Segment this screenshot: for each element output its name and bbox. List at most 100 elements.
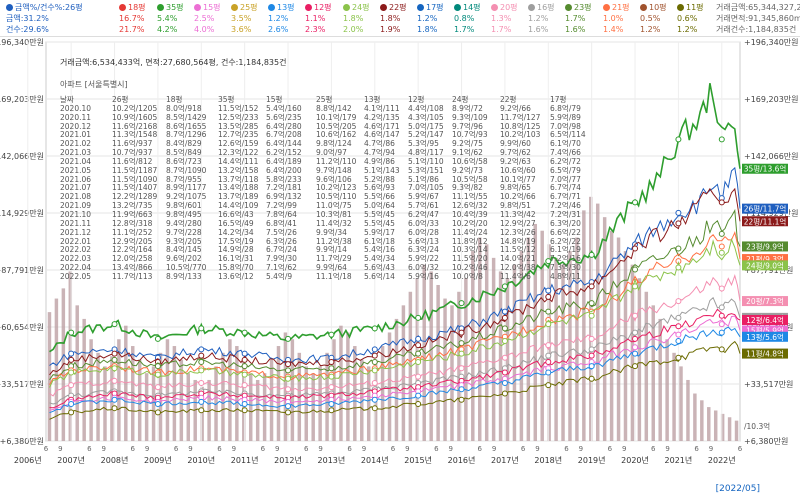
legend-item-13평[interactable]: 13평 1.2% 2.6%	[268, 2, 295, 35]
series-marker	[415, 314, 422, 321]
legend-item-21평[interactable]: 21평 1.0% 1.4%	[603, 2, 630, 35]
series-marker	[632, 335, 639, 342]
legend-item-11평[interactable]: 11평 0.6% 1.2%	[677, 2, 704, 35]
table-cell: 4.6억/171	[364, 121, 400, 131]
table-cell: 9.9억/64	[316, 263, 347, 273]
table-row: 2020.11 10.9억/1605 8.5억/1429 12.5억/233 5.6억/…	[60, 112, 590, 123]
table-cell: 18평	[166, 95, 183, 104]
legend-item-10평[interactable]: 10평 0.5% 1.2%	[640, 2, 667, 35]
series-marker	[415, 342, 422, 349]
table-cell: 10.1억/179	[316, 112, 357, 122]
table-cell: 6.7억/74	[550, 183, 581, 193]
table-cell: 7.2억/46	[550, 201, 581, 211]
table-cell: 5.4억/34	[364, 254, 395, 264]
volume-bar	[179, 359, 184, 441]
volume-bar	[283, 332, 288, 441]
series-end-label: 20평/7.3억	[746, 296, 784, 306]
table-cell: 9.6억/106	[316, 174, 352, 184]
legend-swatch	[194, 4, 201, 11]
volume-bar	[616, 237, 621, 441]
table-cell: 8.9억/1177	[166, 183, 207, 193]
series-marker	[68, 350, 75, 357]
table-cell: 7.4억/66	[550, 148, 581, 158]
table-cell: 7.0억/98	[550, 121, 581, 131]
series-marker	[458, 365, 465, 372]
volume-bar	[484, 244, 489, 441]
table-cell: 11.7억/29	[316, 254, 352, 264]
table-cell: 5.9억/22	[408, 254, 439, 264]
table-cell: 11.6억/937	[112, 139, 153, 149]
legend-item-18평[interactable]: 18평 16.7% 21.7%	[119, 2, 146, 35]
table-cell: 11.7억/127	[500, 112, 541, 122]
legend-item-12평[interactable]: 12평 1.1% 2.3%	[305, 2, 332, 35]
series-marker	[415, 392, 422, 399]
x-month-label: 6	[261, 445, 266, 453]
table-cell: 6.7억/24	[266, 245, 297, 255]
table-cell: 8.9억/72	[452, 103, 483, 113]
series-end-label-bg	[742, 325, 788, 336]
series-marker	[675, 314, 682, 321]
series-marker	[111, 405, 118, 412]
x-month-label: 9	[665, 445, 669, 453]
legend-swatch	[454, 4, 461, 11]
table-cell: 10.2억/1205	[112, 103, 158, 113]
table-cell: 12.6억/32	[452, 201, 488, 211]
data-table: 날짜 26평 18평 35평 15평 25평 13평 12평 24평 22평 17평 2020.10 1…	[60, 95, 590, 282]
table-cell: 10.9억/1605	[112, 112, 158, 122]
legend-item-금액%/건수%:26평[interactable]: 금액%/건수%:26평 금액:31.2% 건수:29.6%	[6, 2, 83, 35]
legend-swatch	[640, 4, 647, 11]
table-row: 2021.10 11.9억/663 9.8억/495 16.6억/43 7.8억/64 1…	[60, 209, 590, 220]
table-cell: 10.2억/46	[452, 263, 488, 273]
table-cell: 13.2억/735	[112, 201, 153, 211]
x-tick-label: 2009년	[144, 455, 172, 465]
table-cell: 9.7억/148	[316, 165, 352, 175]
table-cell: 11.5억/1187	[112, 165, 158, 175]
table-cell: 10.7억/93	[452, 130, 488, 140]
table-cell: 11.3억/42	[500, 209, 536, 219]
table-cell: 9.3억/82	[452, 183, 483, 193]
table-cell: 13평	[364, 95, 381, 104]
date-range-label[interactable]: [2022/05]	[715, 484, 760, 494]
table-cell: 8.7억/955	[166, 174, 202, 184]
series-marker	[371, 379, 378, 386]
series-line-12평	[49, 308, 741, 409]
table-cell: 4.3억/105	[408, 112, 444, 122]
table-cell: 2021.10	[60, 209, 92, 219]
legend-item-25평[interactable]: 25평 3.5% 3.6%	[231, 2, 258, 35]
x-month-label: 9	[232, 445, 236, 453]
legend-item-14평[interactable]: 14평 0.8% 1.7%	[454, 2, 481, 35]
series-marker	[501, 390, 508, 397]
series-marker	[154, 409, 161, 416]
series-marker	[675, 136, 682, 143]
legend-line2: 21.7%	[119, 25, 145, 34]
x-month-label: 9	[145, 445, 149, 453]
legend-item-15평[interactable]: 15평 2.5% 4.0%	[194, 2, 221, 35]
legend-swatch	[603, 4, 610, 11]
legend-item-20평[interactable]: 20평 1.3% 1.7%	[491, 2, 518, 35]
series-marker	[328, 358, 335, 365]
legend-label: 12평	[314, 3, 332, 12]
legend-label: 10평	[649, 3, 667, 12]
series-marker	[632, 350, 639, 357]
table-cell: 5.1억/86	[408, 174, 439, 184]
table-cell: 10.2억/20	[452, 218, 488, 228]
legend-item-22평[interactable]: 22평 1.8% 1.9%	[380, 2, 407, 35]
legend-item-35평[interactable]: 35평 5.4% 4.2%	[157, 2, 184, 35]
table-cell: 6.7억/71	[550, 192, 581, 202]
series-marker	[718, 243, 725, 250]
table-row: 2021.12 11.1억/252 9.7억/228 14.2억/34 7.5억/26 9…	[60, 227, 590, 238]
legend-swatch	[6, 4, 13, 11]
series-marker	[718, 321, 725, 328]
series-marker	[241, 382, 248, 389]
table-cell: 6.2억/47	[408, 209, 439, 219]
x-month-label: 9	[579, 445, 583, 453]
legend-total-count: 거래건수:1,184,835건	[716, 25, 797, 34]
legend-item-16평[interactable]: 16평 1.2% 1.6%	[528, 2, 555, 35]
legend-item-24평[interactable]: 24평 1.8% 2.0%	[343, 2, 370, 35]
table-cell: 8.8억/142	[316, 103, 352, 113]
legend-item-17평[interactable]: 17평 1.2% 1.8%	[417, 2, 444, 35]
table-cell: 6.0억/28	[408, 227, 439, 237]
volume-bar	[360, 359, 364, 441]
legend-item-23평[interactable]: 23평 1.7% 1.6%	[565, 2, 592, 35]
table-cell: 10.2억/103	[500, 130, 541, 140]
